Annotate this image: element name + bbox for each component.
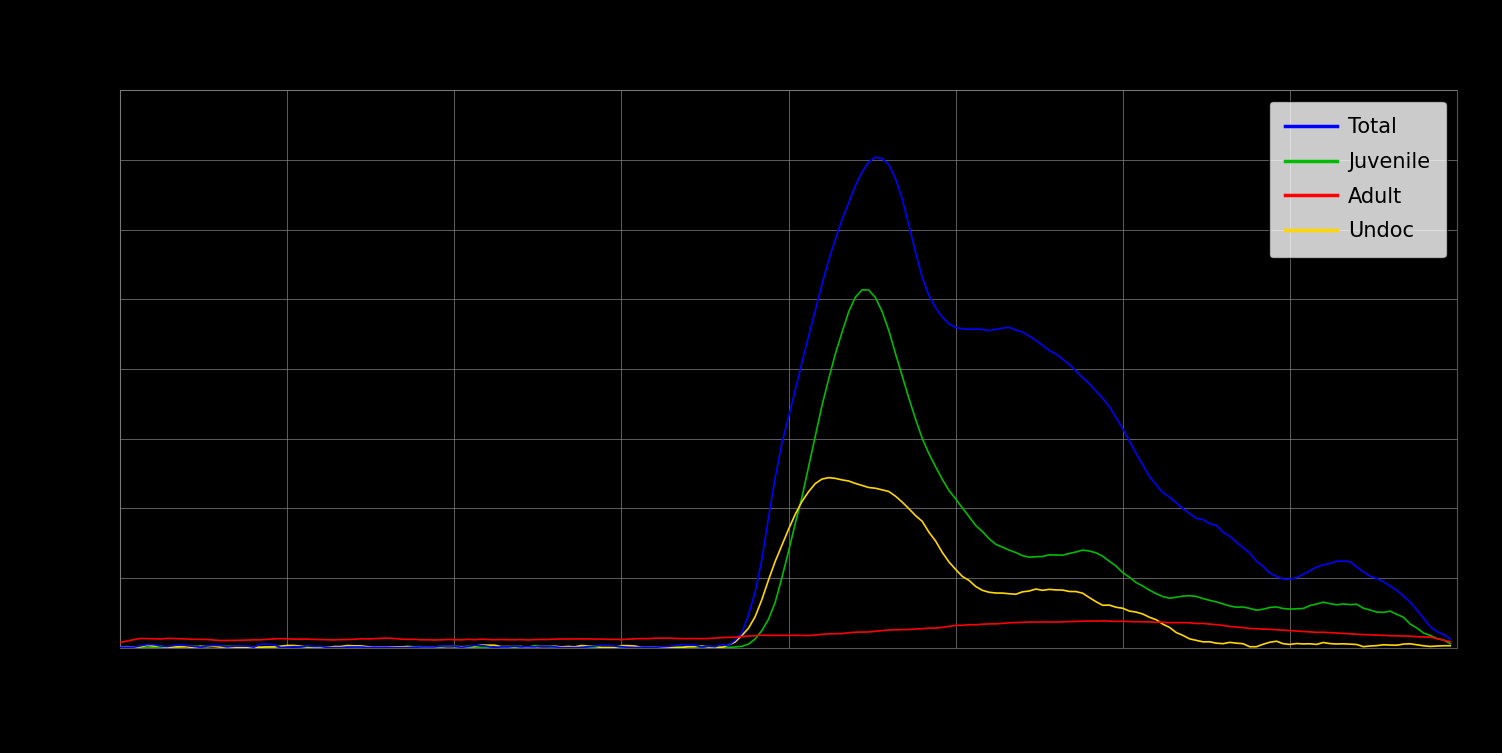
Undoc [1388,641,1406,650]
Juvenile [111,642,129,651]
Total [111,642,129,651]
Total [318,643,336,652]
Total [165,641,183,650]
Total [1442,634,1460,643]
Line: Total: Total [120,157,1451,648]
Juvenile [853,285,871,294]
Juvenile [198,642,216,651]
Line: Adult: Adult [120,621,1451,642]
Undoc [365,642,383,651]
Total [1388,586,1406,595]
Undoc [198,642,216,651]
Adult [165,634,183,643]
Juvenile [1341,600,1359,609]
Adult [466,635,484,644]
Adult [1093,617,1111,626]
Adult [1382,631,1400,640]
Juvenile [1388,610,1406,619]
Undoc [111,642,129,651]
Adult [191,635,209,644]
Undoc [165,642,183,651]
Legend: Total, Juvenile, Adult, Undoc: Total, Juvenile, Adult, Undoc [1269,101,1446,258]
Undoc [1341,639,1359,648]
Undoc [820,473,838,482]
Line: Undoc: Undoc [120,477,1451,648]
Juvenile [138,643,156,652]
Total [365,642,383,651]
Juvenile [365,643,383,652]
Total [472,641,490,650]
Juvenile [472,643,490,652]
Adult [359,635,377,644]
Juvenile [171,642,189,651]
Juvenile [1442,639,1460,648]
Undoc [1442,642,1460,651]
Line: Juvenile: Juvenile [120,290,1451,648]
Undoc [472,641,490,650]
Undoc [185,643,203,652]
Adult [111,638,129,647]
Total [191,642,209,651]
Adult [1334,629,1352,638]
Adult [1442,637,1460,646]
Total [867,153,885,162]
Total [1341,557,1359,566]
